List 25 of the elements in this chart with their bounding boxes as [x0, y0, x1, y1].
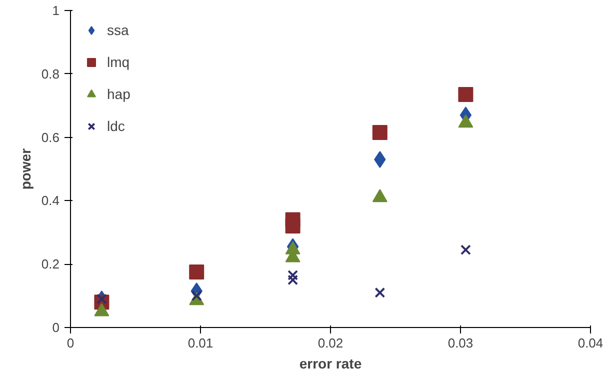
y-tick-label: 0.6	[41, 130, 60, 145]
y-tick-label: 0.8	[41, 66, 60, 82]
x-tick-label: 0.03	[448, 336, 474, 350]
legend-label: ldc	[107, 118, 126, 134]
x-tick-label: 0.01	[188, 336, 214, 350]
point	[458, 87, 474, 102]
y-tick-label: 0	[52, 320, 60, 335]
legend-label: hap	[107, 86, 130, 102]
point	[285, 212, 300, 228]
point	[460, 244, 471, 256]
legend-label: lmq	[107, 54, 130, 70]
y-tick-label: 0.4	[41, 193, 60, 208]
point	[372, 125, 388, 140]
x-tick-label: 0	[66, 336, 74, 350]
point	[288, 270, 298, 280]
point	[189, 264, 204, 280]
y-tick-label: 0.2	[41, 256, 60, 272]
point	[288, 274, 298, 286]
x-tick-label: 0.02	[318, 336, 344, 350]
x-tick-label: 0.04	[578, 336, 604, 350]
legend-label: ssa	[107, 22, 129, 38]
y-axis-title: power	[17, 148, 34, 190]
x-axis-title: error rate	[299, 356, 362, 372]
y-tick-label: 1	[52, 3, 60, 18]
point	[374, 287, 386, 298]
